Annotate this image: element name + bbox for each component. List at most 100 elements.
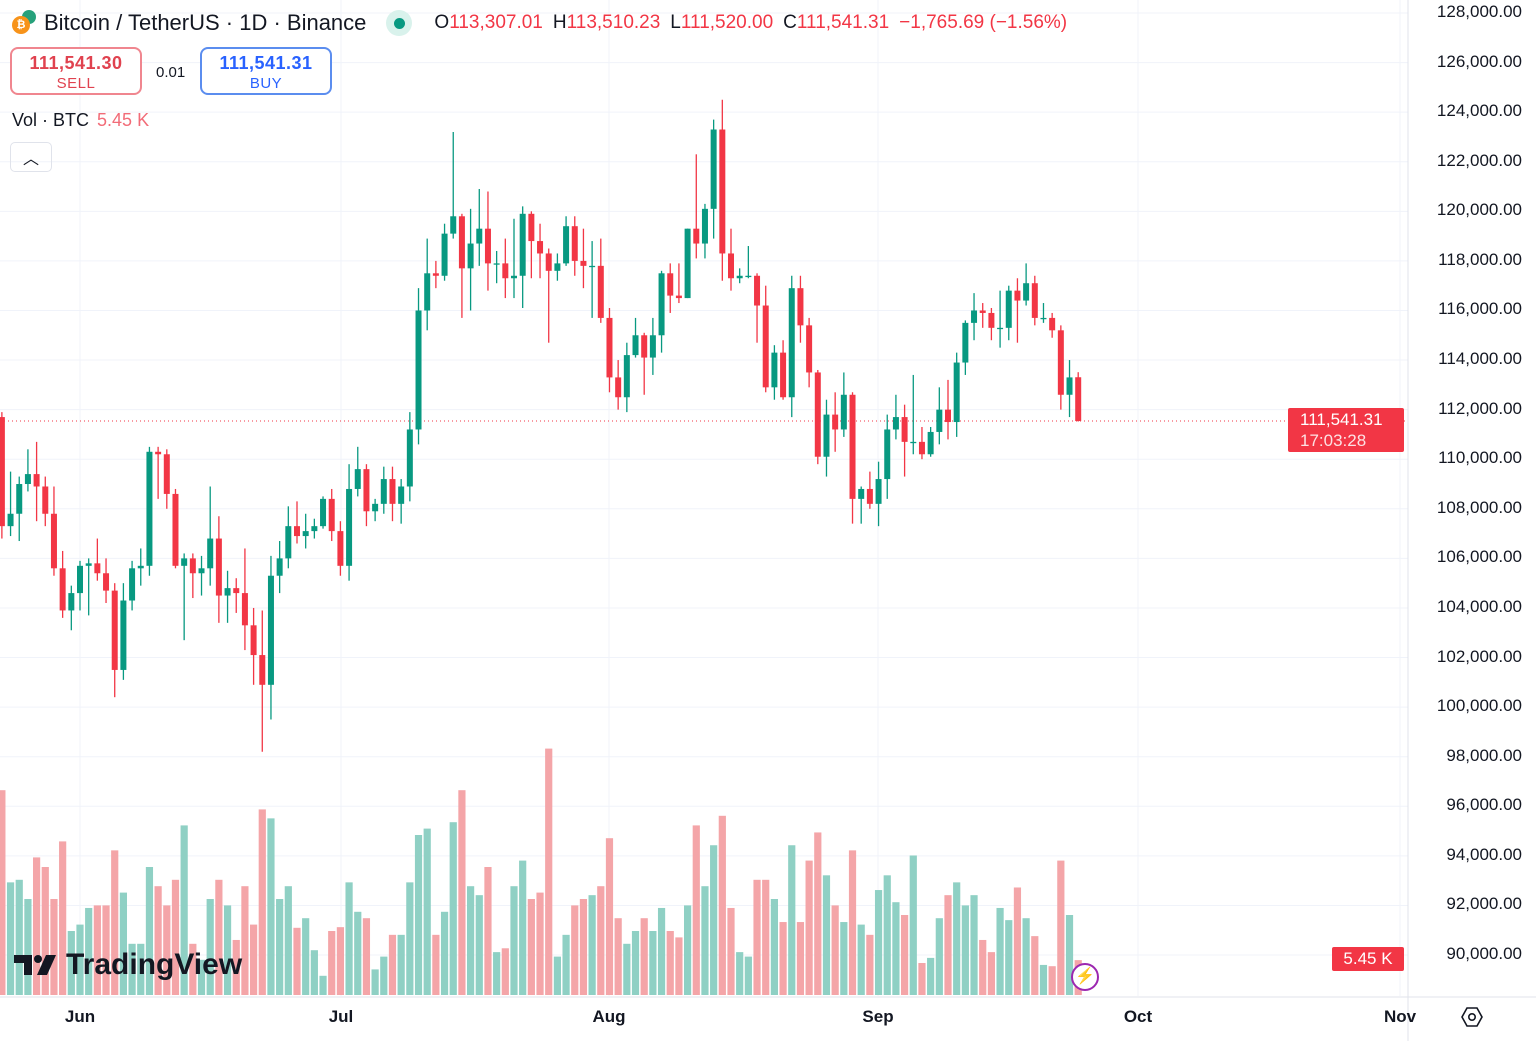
volume-bar [484,867,492,995]
candle-body [884,429,891,480]
price-tick-label: 124,000.00 [1436,101,1522,121]
candle-body [840,394,847,430]
volume-bar [623,943,631,995]
candle-body [267,575,274,685]
tradingview-logo[interactable]: TradingView [14,948,242,982]
volume-bar [675,937,683,995]
collapse-legend-button[interactable]: ︿ [10,142,52,172]
candle-body [701,208,708,244]
candle-body [398,486,405,504]
volume-label: Vol · BTC [12,110,90,130]
price-tick-label: 90,000.00 [1446,944,1522,964]
buy-button[interactable]: 111,541.31 BUY [200,47,332,95]
volume-bar [1039,964,1048,995]
volume-bar [258,809,266,995]
candle-body [901,417,908,442]
volume-bar [605,838,614,995]
candle-body [250,625,257,656]
candle-body [16,484,23,514]
symbol-title[interactable]: Bitcoin / TetherUS · 1D · Binance [44,10,367,35]
price-tick-label: 112,000.00 [1438,398,1522,418]
candle-body [927,431,934,455]
sell-button[interactable]: 111,541.30 SELL [10,47,142,95]
candle-body [111,590,118,670]
candle-body [962,322,969,363]
price-tick-label: 122,000.00 [1436,150,1522,170]
volume-bar [93,905,101,995]
buy-label: BUY [249,75,283,92]
change-value: −1,765.69 (−1.56%) [899,12,1068,33]
volume-bar [874,890,883,995]
candle-body [415,310,422,430]
volume-bar [293,927,301,995]
hexagon-gear-icon[interactable] [1460,1005,1484,1029]
volume-legend[interactable]: Vol · BTC 5.45 K [12,110,149,131]
volume-bar [1013,887,1022,995]
low-value: 111,520.00 [680,12,774,33]
volume-bar [519,860,527,995]
candle-body [372,503,379,512]
volume-bar [718,815,726,995]
open-key: O [434,12,450,33]
candle-body [476,228,483,244]
volume-bar [883,875,891,995]
lightning-icon[interactable]: ⚡ [1071,963,1099,991]
candle-body [207,538,214,569]
candle-body [354,469,361,489]
volume-bar [328,931,336,995]
volume-bar [796,922,805,995]
volume-bar [241,886,249,995]
candle-body [33,474,40,487]
candle-body [658,273,665,336]
volume-bar [571,905,579,995]
volume-bar [545,748,553,995]
volume-bar [1031,936,1039,995]
volume-bar [788,845,796,995]
candle-body [85,563,92,566]
volume-bar [831,905,839,995]
volume-bar [684,905,692,995]
candle-body [571,226,578,261]
candle-body [988,312,995,328]
volume-bar [163,905,171,995]
volume-bar [953,882,961,995]
volume-bar [284,886,292,995]
candle-body [728,253,734,279]
volume-bar [501,948,509,995]
candle-body [1066,377,1073,395]
volume-bar [1005,920,1013,995]
candle-body [432,273,439,276]
tradingview-logo-icon [14,955,56,975]
candle-body [103,573,110,591]
volume-bar [527,899,535,995]
volume-bar [493,952,501,995]
candle-body [77,565,83,594]
candle-body [406,429,413,487]
volume-bar [744,956,752,995]
high-value: 113,510.23 [566,12,661,33]
price-tick-label: 106,000.00 [1436,547,1522,567]
volume-bar [710,845,718,995]
volume-bar [536,892,544,995]
candle-body [754,275,761,306]
volume-bar [406,882,414,995]
candle-body [7,513,14,527]
volume-bar [354,911,362,995]
candle-body [311,526,318,532]
candle-body [866,488,873,504]
candle-body [1057,330,1064,395]
volume-bar [562,934,570,995]
candle-body [641,335,648,358]
candle-body [120,600,127,670]
time-tick-label: Oct [1123,1007,1153,1026]
price-tick-label: 102,000.00 [1436,646,1522,666]
spread-value: 0.01 [156,64,186,81]
candle-body [1049,317,1056,331]
candle-body [554,263,561,271]
volume-bar [0,790,6,995]
volume-bar [970,895,978,995]
candle-body [337,531,344,566]
candle-body [623,355,630,398]
volume-bar [6,882,15,995]
